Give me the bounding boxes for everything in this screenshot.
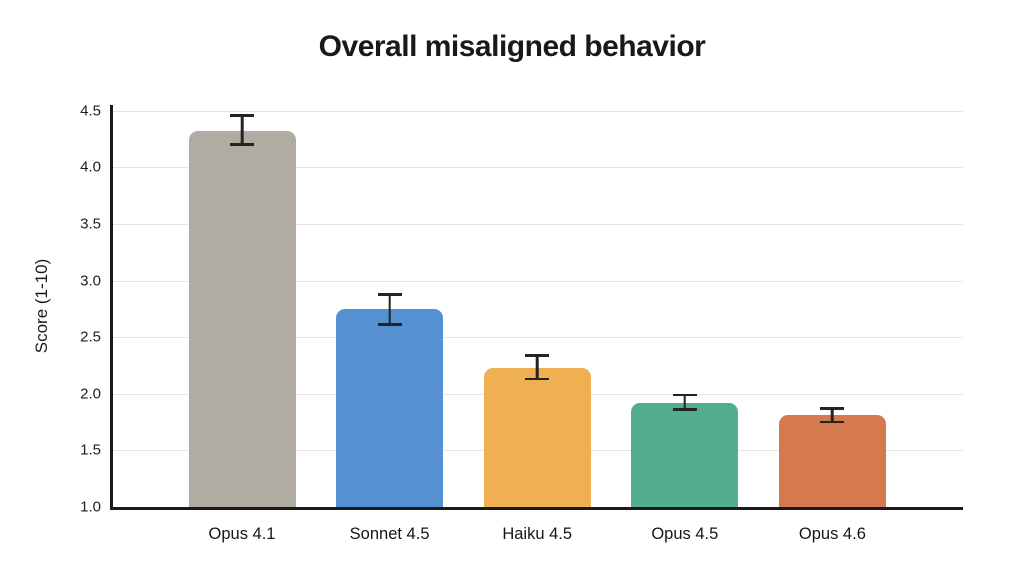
y-tick-label: 2.0: [80, 385, 101, 403]
error-bar-cap-top: [377, 293, 402, 296]
x-tick-label-opus-4-6: Opus 4.6: [798, 525, 866, 543]
error-bar-opus-4-1: [230, 114, 254, 146]
error-bar-stem: [388, 293, 391, 326]
x-tick-label-haiku-4-5: Haiku 4.5: [502, 525, 573, 543]
y-tick-label: 1.5: [80, 441, 101, 459]
error-bar-stem: [535, 354, 539, 381]
y-axis-spine: [110, 105, 113, 507]
error-bar-haiku-4-5: [525, 354, 550, 381]
bar-opus-4-5: [631, 402, 739, 507]
chart-title: Overall misaligned behavior: [318, 30, 706, 63]
x-tick-label-opus-4-1: Opus 4.1: [208, 525, 276, 543]
error-bar-cap-top: [820, 407, 845, 410]
y-tick-label: 3.5: [80, 215, 101, 233]
y-tick-label: 4.0: [80, 158, 101, 176]
error-bar-opus-4-5: [672, 393, 697, 411]
error-bar-cap-bottom: [230, 143, 254, 146]
error-bar-stem: [240, 114, 244, 146]
gridline: [112, 337, 963, 339]
error-bar-stem: [683, 393, 687, 411]
gridline: [112, 167, 963, 169]
error-bar-cap-top: [525, 354, 550, 357]
bar-sonnet-4-5: [336, 308, 444, 507]
error-bar-cap-bottom: [525, 377, 550, 381]
x-axis-spine: [110, 507, 963, 510]
y-tick-label: 1.0: [80, 498, 101, 516]
error-bar-opus-4-6: [820, 407, 845, 424]
gridline: [112, 223, 963, 225]
error-bar-cap-bottom: [672, 408, 697, 411]
error-bar-stem: [831, 407, 834, 424]
y-tick-label: 4.5: [80, 102, 101, 120]
error-bar-cap-top: [230, 114, 254, 117]
gridline: [112, 280, 963, 282]
x-tick-label-sonnet-4-5: Sonnet 4.5: [349, 525, 430, 543]
error-bar-cap-bottom: [377, 323, 402, 326]
bar-opus-4-1: [188, 131, 296, 507]
y-tick-label: 2.5: [80, 328, 101, 346]
error-bar-cap-top: [672, 393, 697, 397]
x-tick-label-opus-4-5: Opus 4.5: [651, 525, 719, 543]
gridline: [112, 110, 963, 112]
error-bar-sonnet-4-5: [377, 293, 402, 326]
bar-opus-4-6: [778, 415, 886, 507]
error-bar-cap-bottom: [820, 420, 845, 424]
bar-haiku-4-5: [483, 367, 591, 507]
plot-area: [110, 105, 963, 510]
y-tick-label: 3.0: [80, 272, 101, 289]
